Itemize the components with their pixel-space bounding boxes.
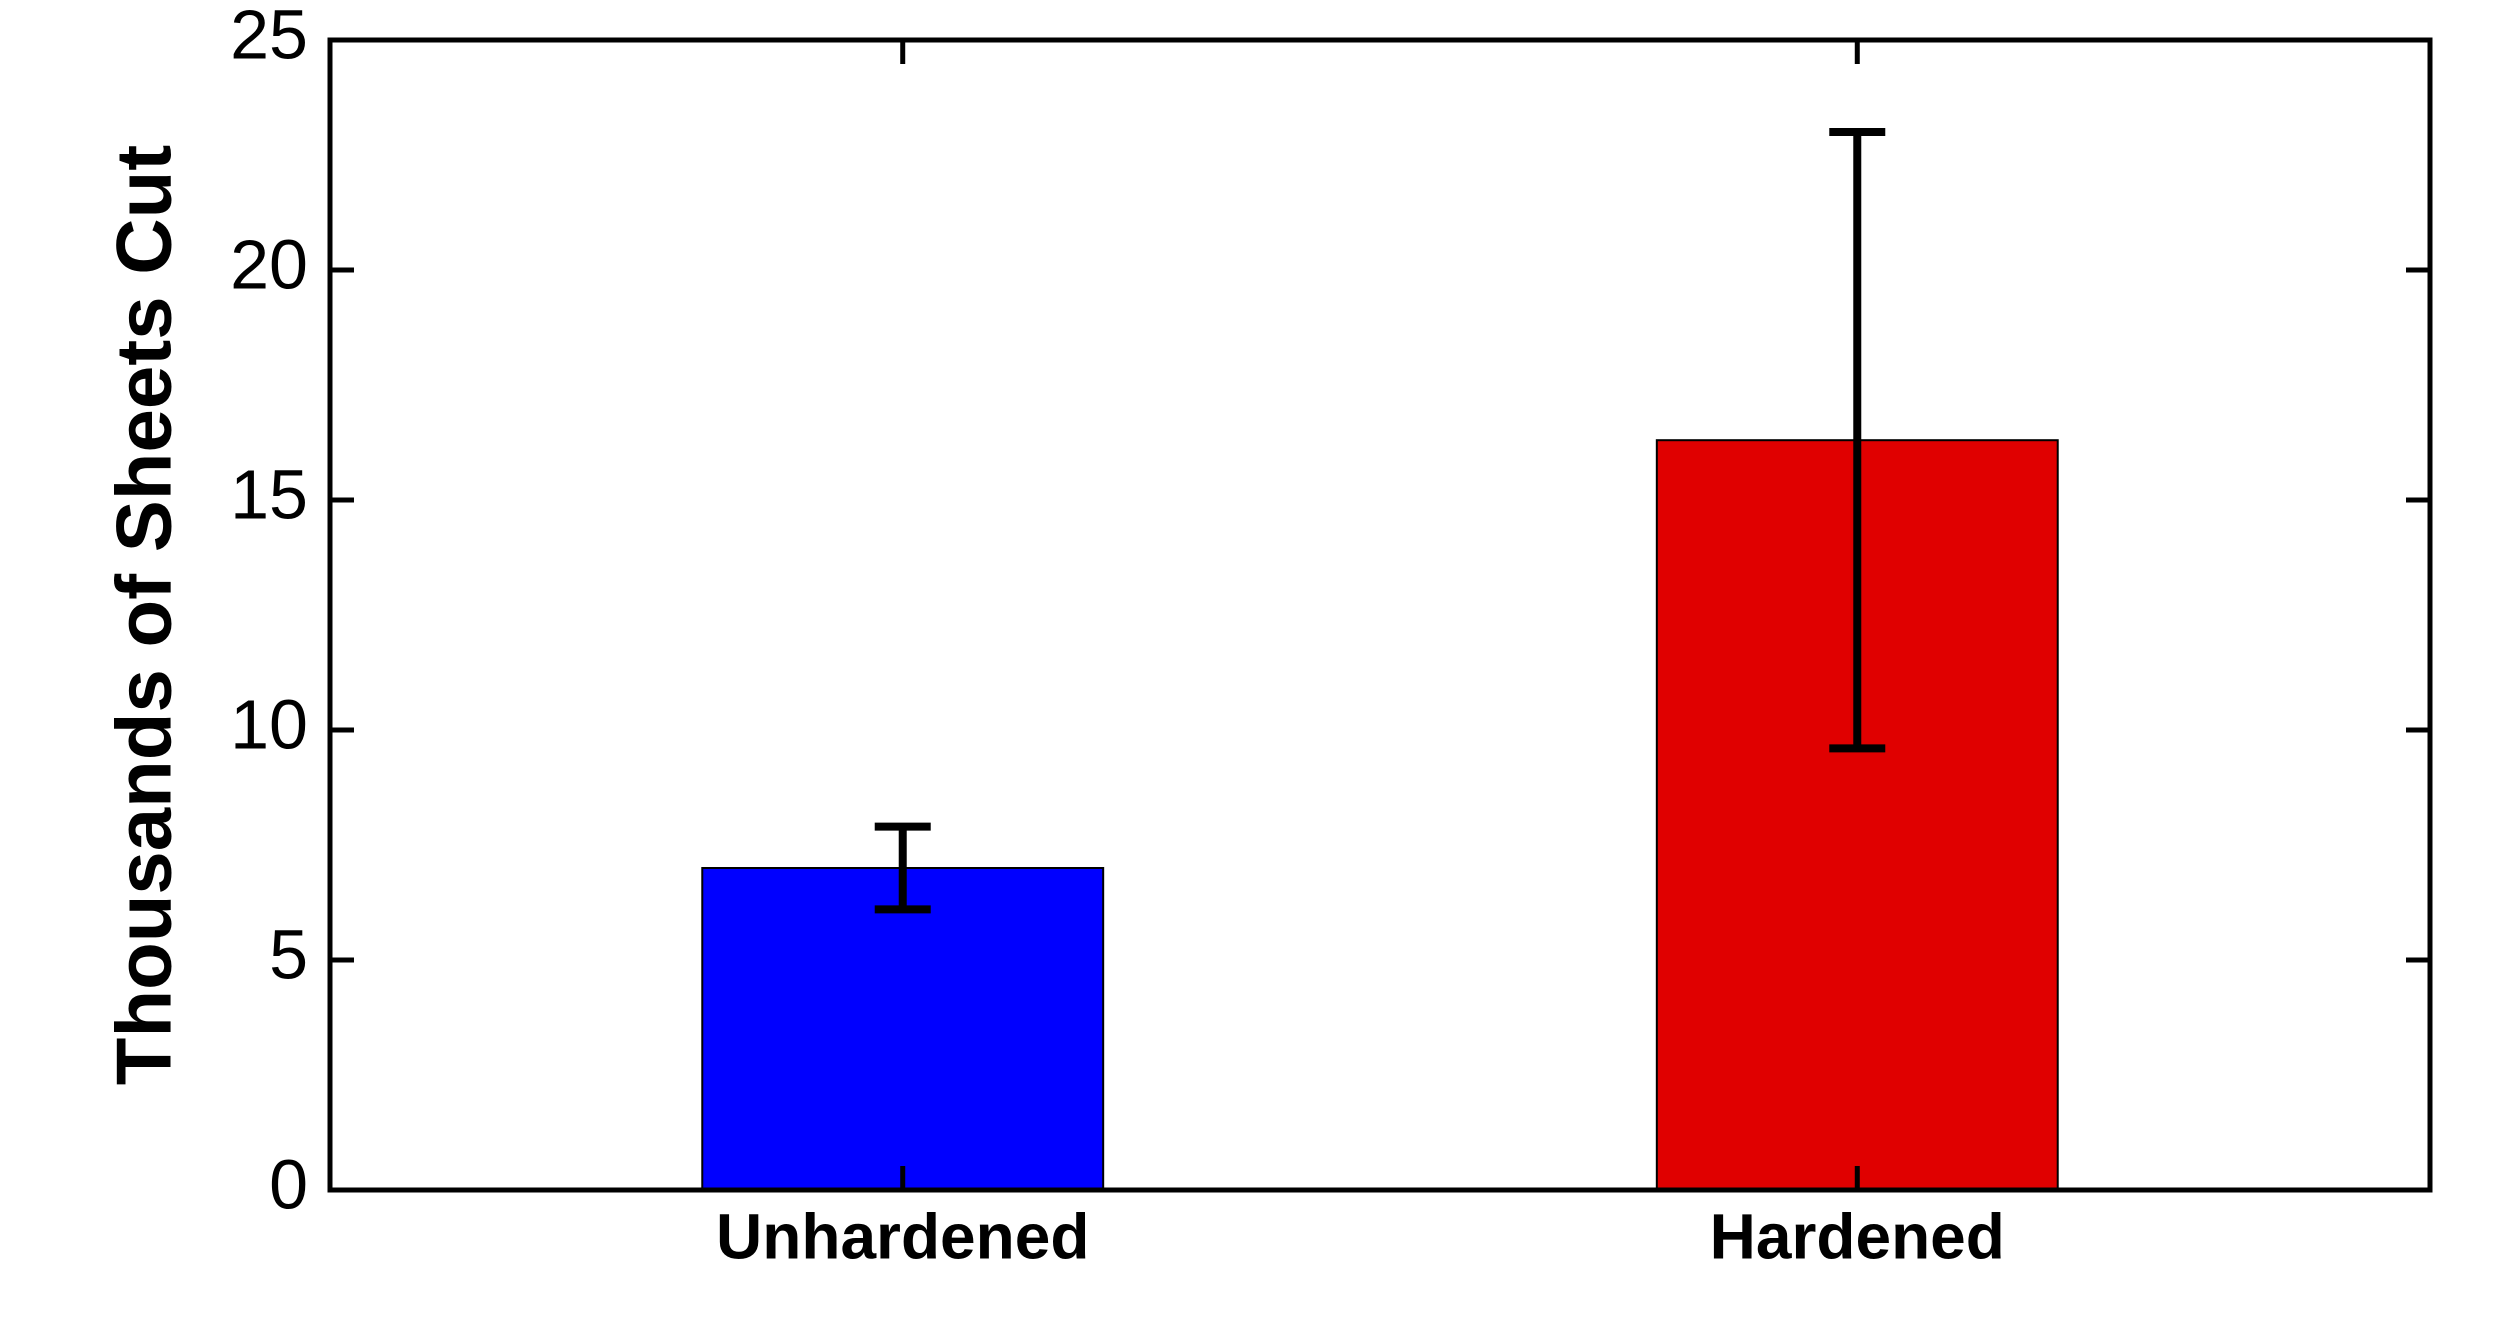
xtick-label: Hardened (1710, 1200, 2005, 1272)
ytick-label: 20 (230, 225, 308, 303)
bar-unhardened (702, 868, 1103, 1190)
ytick-label: 15 (230, 455, 308, 533)
ytick-label: 10 (230, 685, 308, 763)
chart-container: 0 5 10 15 20 25 Unhardened Hardened Thousands of… (0, 0, 2500, 1341)
y-axis-label: Thousands of Sheets Cut (100, 145, 188, 1085)
xtick-label: Unhardened (716, 1200, 1089, 1272)
bar-chart: 0 5 10 15 20 25 Unhardened Hardened Thousands of… (0, 0, 2500, 1341)
chart-background (0, 0, 2500, 1341)
ytick-label: 5 (269, 915, 308, 993)
ytick-label: 0 (269, 1145, 308, 1223)
ytick-label: 25 (230, 0, 308, 73)
